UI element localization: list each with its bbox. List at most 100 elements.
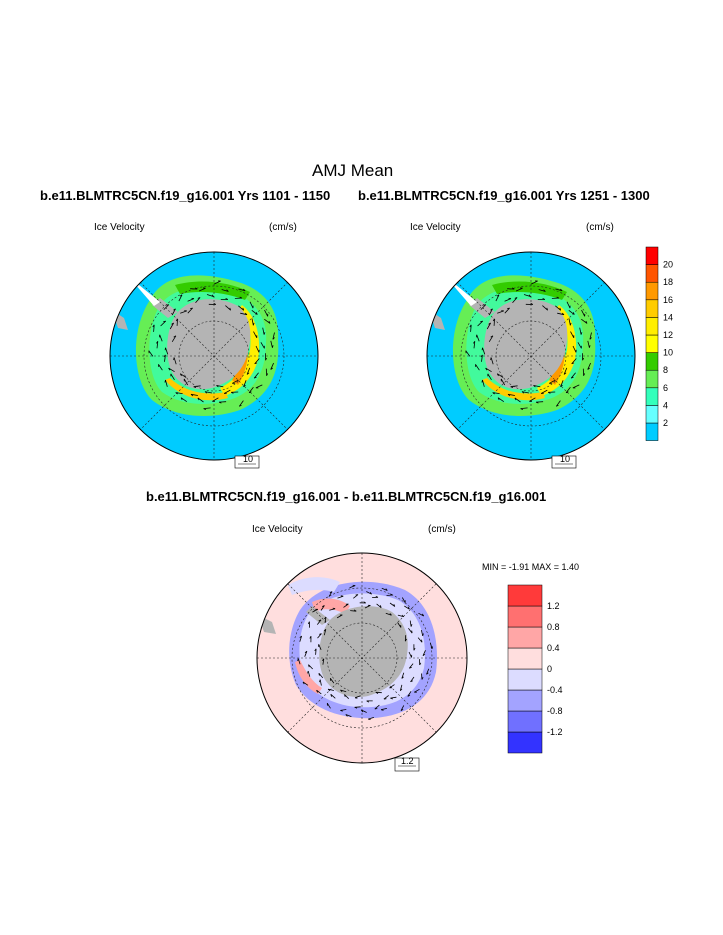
diff-vector	[381, 708, 387, 711]
panel2-vector	[481, 354, 483, 362]
diff-vector	[404, 605, 410, 610]
speed-colorbar-tick-label: 20	[663, 260, 673, 270]
panel2-vector-head	[569, 322, 572, 326]
panel1-vector-head	[168, 367, 171, 371]
panel2-vector-head	[571, 362, 575, 365]
speed-colorbar-box-5	[645, 334, 659, 353]
panel2-vector	[492, 392, 500, 394]
diff-vector-head	[316, 690, 318, 693]
panel2-vector	[568, 318, 571, 326]
diff-vector	[408, 628, 413, 634]
panel2-vector-head	[582, 357, 585, 361]
diff-vector	[320, 605, 325, 611]
diff-colorbar-tick-label: -0.4	[547, 685, 563, 695]
panel1-vector-head	[180, 397, 183, 401]
panel1-vector	[169, 322, 174, 330]
diff-vector	[410, 676, 415, 683]
panel1-vector-head	[243, 384, 246, 388]
panel2-vector	[581, 318, 588, 324]
panel2-vector	[500, 378, 506, 386]
panel1-vector-head	[179, 373, 182, 377]
panel2-vector	[568, 309, 575, 315]
panel1-vector	[255, 384, 263, 389]
diff-vector-head	[344, 694, 346, 698]
panel2-vector-head	[548, 391, 551, 394]
speed-colorbar-box-1	[645, 405, 659, 424]
panel2-title: b.e11.BLMTRC5CN.f19_g16.001 Yrs 1251 - 1…	[358, 188, 650, 203]
diff-vector-head	[401, 614, 404, 617]
diff-vector	[330, 694, 336, 699]
diff-units-label: (cm/s)	[428, 524, 456, 535]
panel1-vector	[148, 350, 154, 357]
panel2-vector	[510, 385, 518, 388]
panel2-vector-head	[480, 320, 483, 323]
speed-colorbar-tick-label: 10	[663, 348, 673, 358]
panel2-vector	[504, 298, 512, 302]
panel1-vector-head	[190, 307, 193, 310]
diff-vector	[344, 694, 349, 699]
speed-colorbar-tick-label: 6	[663, 383, 668, 393]
panel2-vector-head	[496, 294, 500, 297]
panel1-vector	[180, 397, 188, 403]
panel1-vector	[214, 280, 221, 285]
panel2-vector-head	[473, 341, 476, 344]
panel1-vector	[180, 373, 187, 378]
diff-vector-head	[422, 633, 424, 637]
panel1-vector-head	[197, 397, 200, 401]
panel1-vector	[163, 304, 170, 310]
speed-colorbar-tick-label: 14	[663, 312, 673, 322]
panel2-vector	[581, 309, 586, 317]
panel1-vector	[173, 357, 177, 365]
diff-vector-head	[410, 680, 413, 683]
diff-colorbar-box-3	[507, 668, 543, 691]
diff-vector	[366, 591, 372, 595]
diff-vector	[408, 651, 412, 658]
panel1-vector-head	[173, 357, 175, 361]
panel1-ross-ice	[165, 378, 228, 401]
panel1-weddell-fast-ice	[175, 281, 250, 300]
diff-vector	[385, 612, 392, 616]
panel2-vector	[480, 304, 487, 310]
diff-vector	[414, 688, 420, 693]
diff-vector-head	[374, 708, 378, 710]
panel1-vector-head	[242, 307, 245, 311]
panel2-vector-head	[481, 379, 483, 383]
diff-vector-head	[421, 677, 424, 680]
panel2-ross-ice	[482, 378, 545, 401]
panel2-vector	[520, 407, 528, 409]
panel1-vector-head	[265, 357, 268, 361]
diff-vector-head	[322, 605, 325, 607]
diff-vector	[324, 616, 327, 623]
diff-vector-head	[375, 691, 379, 694]
diff-ref-label: 1.2	[401, 756, 414, 766]
panel2-vector	[490, 357, 494, 365]
diff-vector	[409, 620, 412, 627]
panel1-vector	[187, 307, 193, 314]
panel2-vector	[549, 379, 556, 384]
diff-vector	[400, 705, 405, 711]
diff-vector	[386, 594, 393, 596]
panel1-vector	[178, 294, 183, 302]
panel2-vector	[504, 307, 510, 314]
diff-vector-head	[340, 710, 343, 712]
diff-vector	[417, 637, 423, 643]
panel2-vector-head	[546, 307, 548, 311]
diff-colorbar-tick-label: 0.4	[547, 643, 560, 653]
diff-vector	[426, 668, 430, 675]
panel2-vector-head	[520, 408, 524, 410]
panel1-vector-head	[225, 297, 228, 300]
panel1-vector	[264, 318, 271, 324]
diff-vector-head	[419, 662, 422, 666]
panel2-vector	[487, 373, 492, 381]
panel2-vector	[515, 287, 523, 292]
panel2-vector-head	[496, 373, 499, 377]
diff-vector-head	[360, 709, 364, 713]
panel1-vector-head	[163, 354, 166, 358]
diff-vector	[421, 630, 424, 636]
diff-vector	[329, 608, 336, 611]
panel2-vector	[470, 324, 472, 332]
diff-vector	[297, 658, 301, 665]
panel2-vector-head	[480, 354, 483, 358]
panel2-vector	[542, 305, 548, 311]
diff-vector	[368, 717, 375, 720]
